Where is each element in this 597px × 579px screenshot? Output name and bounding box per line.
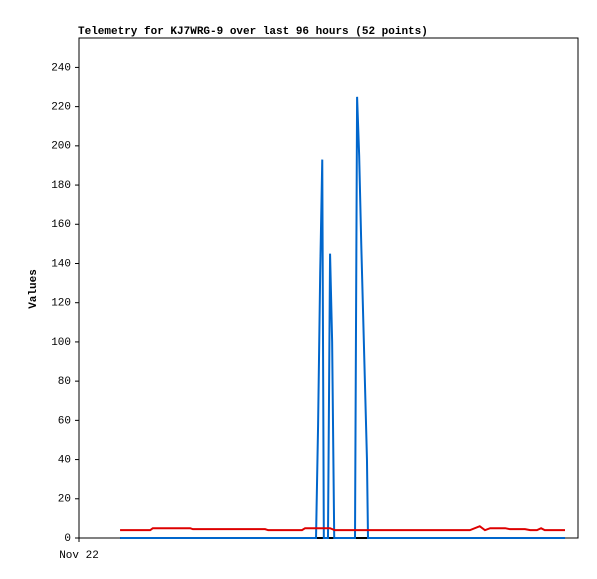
y-tick-label: 60 [58, 415, 71, 427]
series-line [120, 525, 566, 532]
y-tick-label: 120 [51, 298, 71, 310]
y-tick-label: 160 [51, 219, 71, 231]
y-tick-label: 220 [51, 102, 71, 114]
y-tick-label: 40 [58, 454, 71, 466]
y-tick-label: 200 [51, 141, 71, 153]
y-axis-label: Values [28, 269, 40, 309]
series-line [120, 96, 566, 539]
y-tick-label: 180 [51, 180, 71, 192]
y-tick-label: 240 [51, 62, 71, 74]
y-tick-label: 140 [51, 258, 71, 270]
y-tick-label: 0 [64, 533, 71, 545]
chart-title: Telemetry for KJ7WRG-9 over last 96 hour… [78, 26, 428, 38]
y-tick-label: 80 [58, 376, 71, 388]
y-tick-label: 100 [51, 337, 71, 349]
y-tick-label: 20 [58, 494, 71, 506]
x-tick-label: Nov 22 [59, 550, 99, 562]
